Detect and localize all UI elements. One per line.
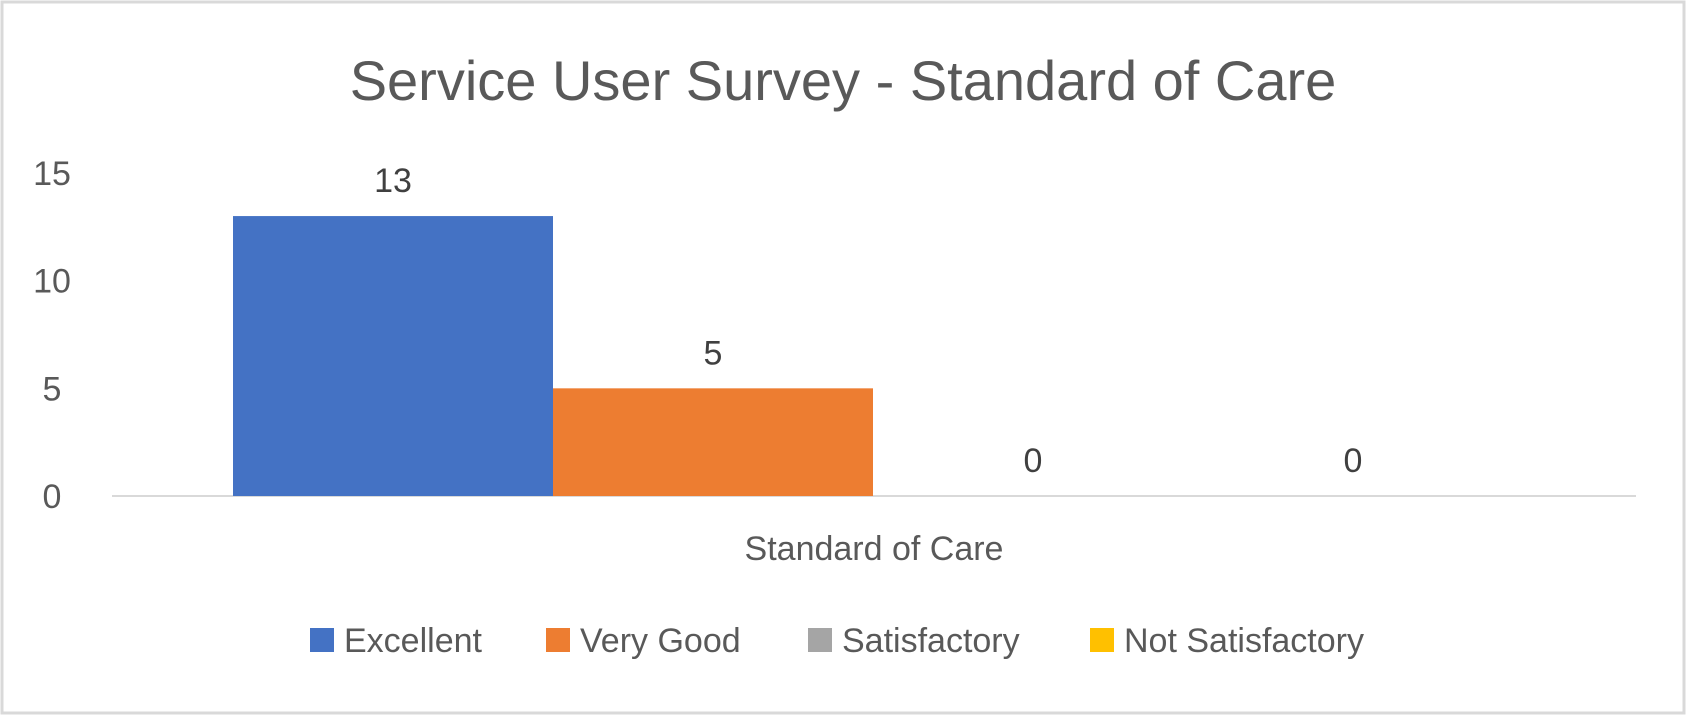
y-tick-label: 5 [43,370,62,408]
y-tick-label: 15 [33,155,71,193]
legend-swatch-satisfactory [808,628,832,652]
bar-very-good [553,388,873,496]
y-tick-label: 10 [33,263,71,301]
category-label: Standard of Care [745,530,1004,568]
data-label-very-good: 5 [704,334,723,372]
legend-label-very-good: Very Good [580,622,741,660]
legend: Excellent Very Good Satisfactory Not Satisf… [310,622,1364,660]
legend-label-satisfactory: Satisfactory [842,622,1020,660]
y-tick-label: 0 [43,478,62,516]
bars-group [233,216,873,497]
data-label-satisfactory: 0 [1024,442,1043,480]
y-axis-ticks: 15 10 5 0 [33,155,71,516]
data-labels-group: 13 5 0 0 [374,162,1362,480]
data-label-not-satisfactory: 0 [1344,442,1363,480]
legend-label-not-satisfactory: Not Satisfactory [1124,622,1364,660]
bar-excellent [233,216,553,497]
legend-label-excellent: Excellent [344,622,483,660]
legend-swatch-excellent [310,628,334,652]
data-label-excellent: 13 [374,162,412,200]
legend-swatch-not-satisfactory [1090,628,1114,652]
chart-title: Service User Survey - Standard of Care [350,49,1337,112]
legend-swatch-very-good [546,628,570,652]
